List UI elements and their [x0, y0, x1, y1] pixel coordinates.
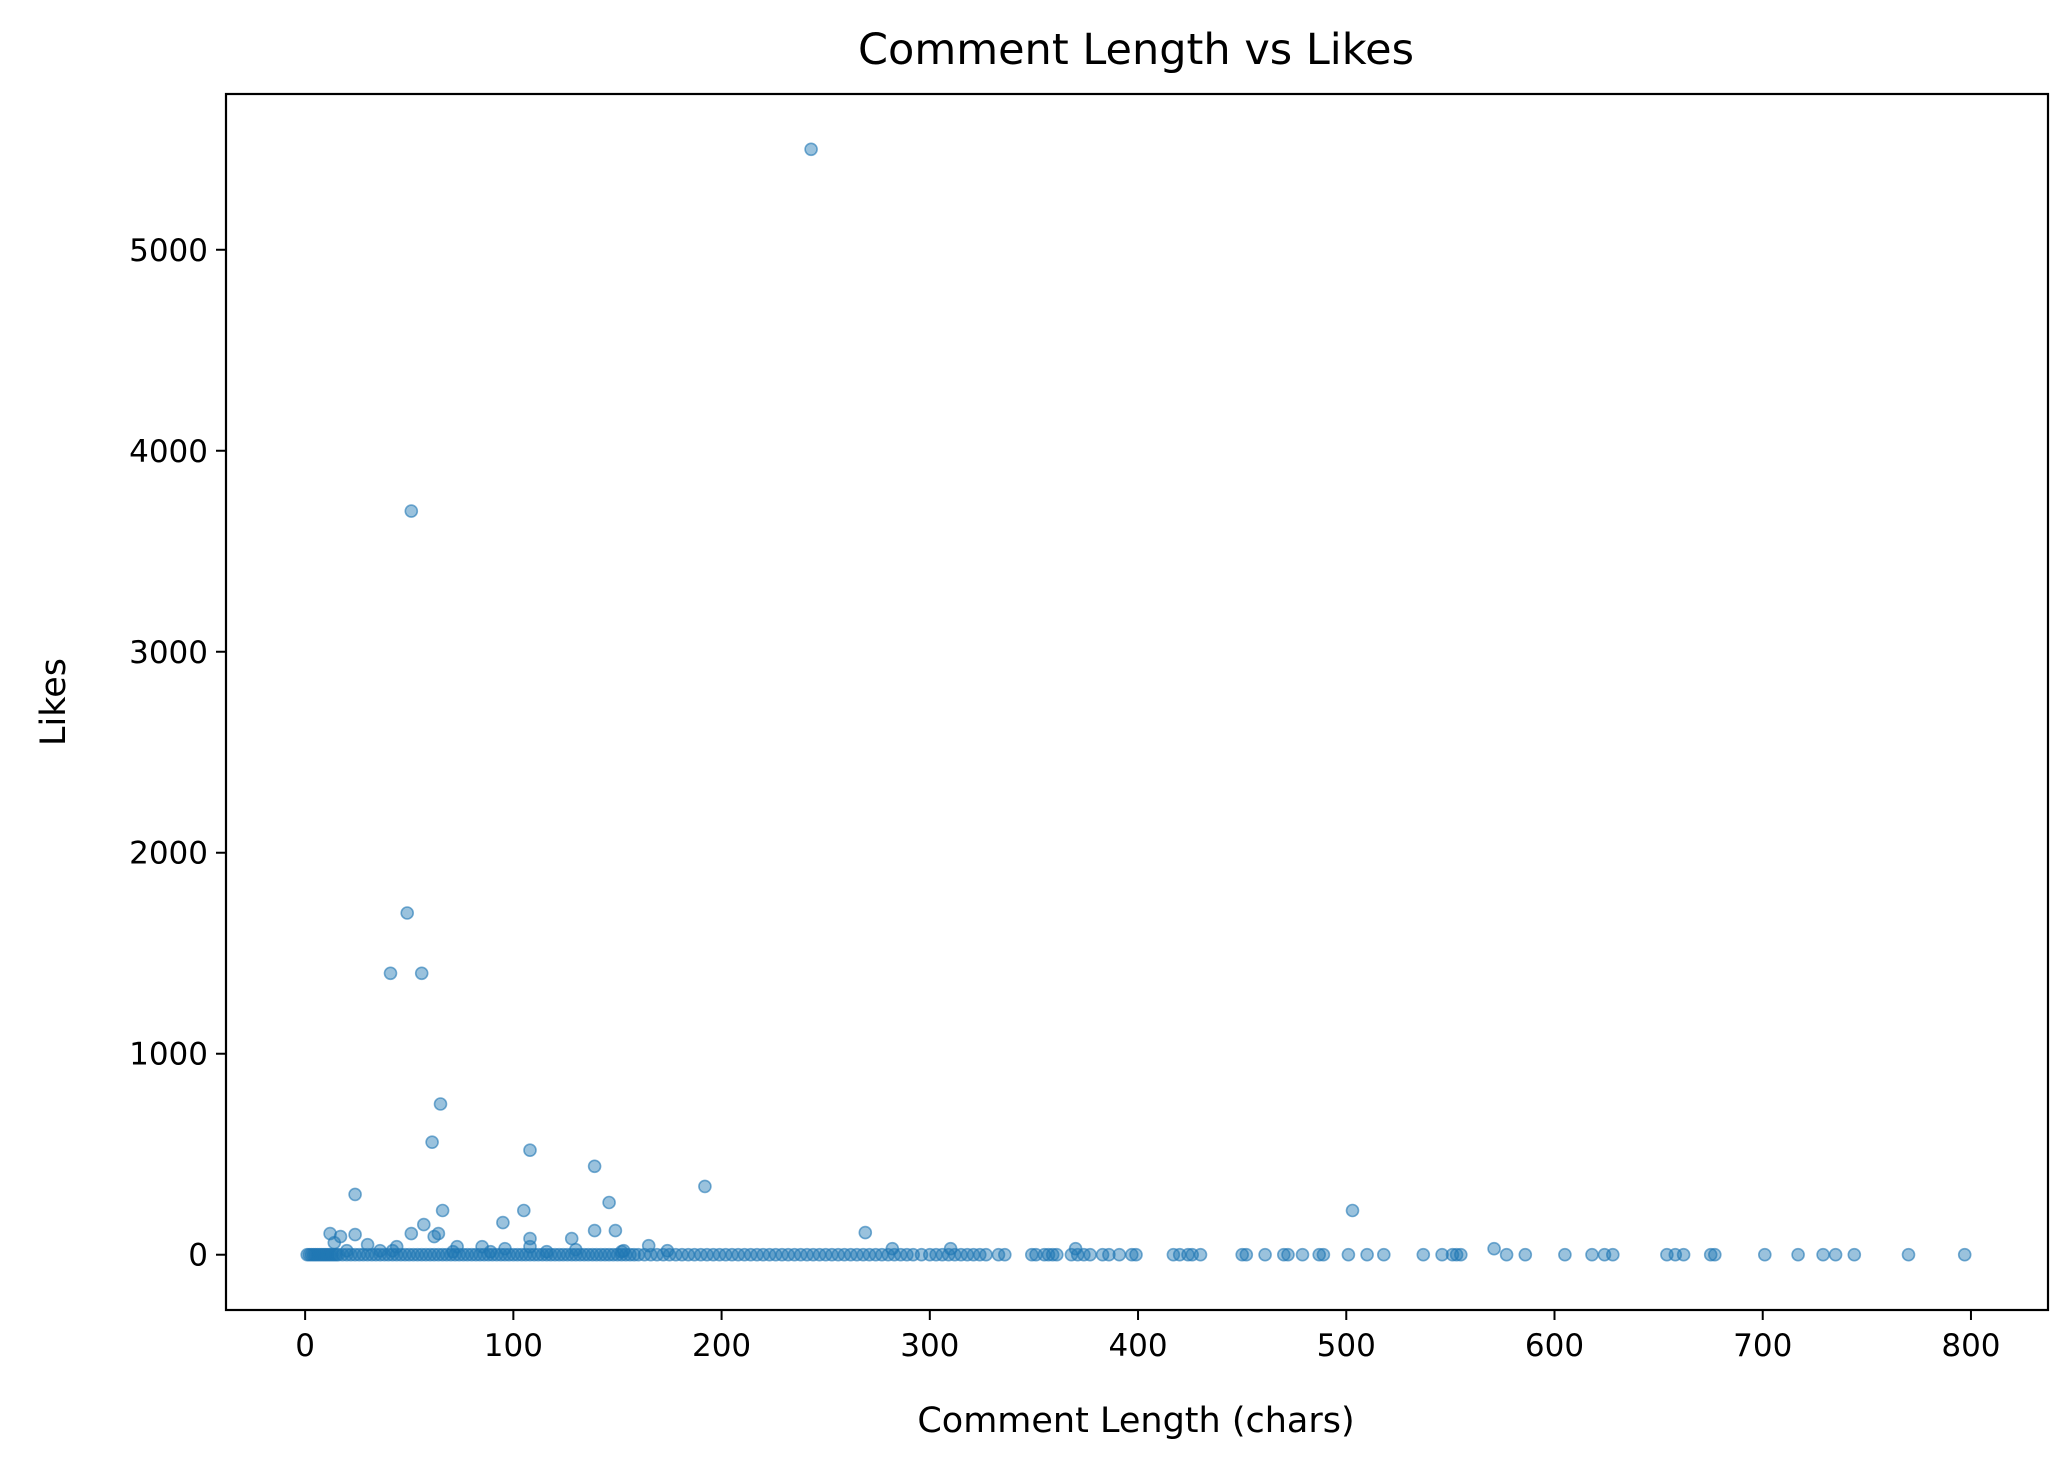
scatter-point [433, 1097, 448, 1111]
scatter-point [1281, 1247, 1295, 1262]
y-axis: 0 1000 2000 3000 4000 5000 [129, 233, 226, 1274]
x-axis-label: Comment Length (chars) [917, 1401, 1354, 1441]
scatter-point [416, 1217, 431, 1232]
scatter-point [1341, 1247, 1356, 1262]
scatter-point [1606, 1247, 1620, 1262]
scatter-point [414, 966, 429, 981]
scatter-point [1816, 1247, 1830, 1262]
y-tick-label: 0 [188, 1238, 208, 1274]
scatter-point [858, 1225, 873, 1240]
scatter-point [1129, 1247, 1143, 1262]
scatter-point [1125, 1247, 1139, 1262]
scatter-point [979, 1247, 993, 1262]
x-tick-label: 800 [1941, 1328, 2000, 1364]
scatter-point [516, 1203, 531, 1218]
scatter-point [1377, 1247, 1391, 1262]
scatter-point [427, 1229, 442, 1244]
y-tick-label: 5000 [129, 233, 208, 269]
scatter-point [587, 1223, 602, 1238]
x-tick-label: 500 [1317, 1328, 1376, 1364]
scatter-point [1487, 1241, 1501, 1256]
y-tick-label: 2000 [129, 836, 208, 872]
scatter-point [496, 1215, 510, 1230]
scatter-point [348, 1227, 362, 1242]
y-tick-label: 4000 [129, 434, 208, 470]
y-tick-label: 1000 [129, 1037, 208, 1073]
scatter-point [627, 1247, 641, 1262]
scatter-point [1449, 1247, 1464, 1262]
scatter-point [1758, 1247, 1772, 1262]
scatter-point [587, 1159, 602, 1174]
scatter-point [400, 906, 415, 920]
scatter-point [1193, 1247, 1208, 1262]
x-tick-label: 600 [1525, 1328, 1584, 1364]
scatter-point [1239, 1247, 1254, 1262]
x-tick-label: 400 [1108, 1328, 1167, 1364]
scatter-point [804, 142, 818, 157]
scatter-point [997, 1247, 1012, 1262]
scatter-point [1791, 1247, 1805, 1262]
scatter-point [425, 1135, 439, 1149]
scatter-point [1676, 1247, 1691, 1262]
scatter-point [564, 1231, 579, 1246]
scatter-point [404, 1226, 419, 1241]
scatter-point [383, 966, 398, 981]
scatter-point [1277, 1247, 1291, 1262]
y-tick-label: 3000 [129, 635, 208, 671]
scatter-point [1235, 1247, 1249, 1262]
scatter-point [1050, 1247, 1064, 1262]
scatter-point [1708, 1247, 1722, 1262]
scatter-point [608, 1223, 623, 1238]
x-tick-label: 100 [484, 1328, 543, 1364]
scatter-point [523, 1143, 537, 1157]
scatter-point [602, 1195, 616, 1210]
scatter-point [1499, 1247, 1514, 1262]
scatter-point [1828, 1247, 1843, 1262]
scatter-point [327, 1235, 342, 1250]
scatter-point [1112, 1247, 1127, 1262]
scatter-point [1316, 1247, 1331, 1262]
scatter-point [1345, 1203, 1360, 1218]
scatter-points [300, 142, 1972, 1262]
scatter-point [1847, 1247, 1862, 1262]
scatter-point [1901, 1247, 1916, 1262]
scatter-point [1258, 1247, 1272, 1262]
scatter-point [1312, 1247, 1326, 1262]
scatter-point [1703, 1247, 1718, 1262]
x-tick-label: 700 [1733, 1328, 1792, 1364]
scatter-point [1585, 1247, 1599, 1262]
scatter-point [1416, 1247, 1431, 1262]
scatter-point [348, 1187, 362, 1202]
scatter-point [1083, 1247, 1097, 1262]
scatter-point [1435, 1247, 1449, 1262]
plot-frame [224, 92, 2050, 1312]
x-tick-label: 0 [295, 1328, 315, 1364]
y-axis-label: Likes [34, 658, 74, 746]
scatter-point [1558, 1247, 1572, 1262]
x-tick-label: 200 [692, 1328, 751, 1364]
scatter-point [1045, 1247, 1060, 1262]
scatter-point [1360, 1247, 1374, 1262]
x-tick-label: 300 [900, 1328, 959, 1364]
scatter-point [698, 1179, 712, 1194]
scatter-point [1454, 1247, 1468, 1262]
scatter-point [1957, 1247, 1972, 1262]
chart-title: Comment Length vs Likes [858, 25, 1414, 75]
x-axis: 0 100 200 300 400 500 600 700 800 [295, 1310, 2001, 1364]
scatter-point [1518, 1247, 1533, 1262]
scatter-point [435, 1203, 450, 1218]
scatter-point [404, 504, 419, 518]
scatter-point [1102, 1247, 1116, 1262]
scatter-point [1295, 1247, 1310, 1262]
